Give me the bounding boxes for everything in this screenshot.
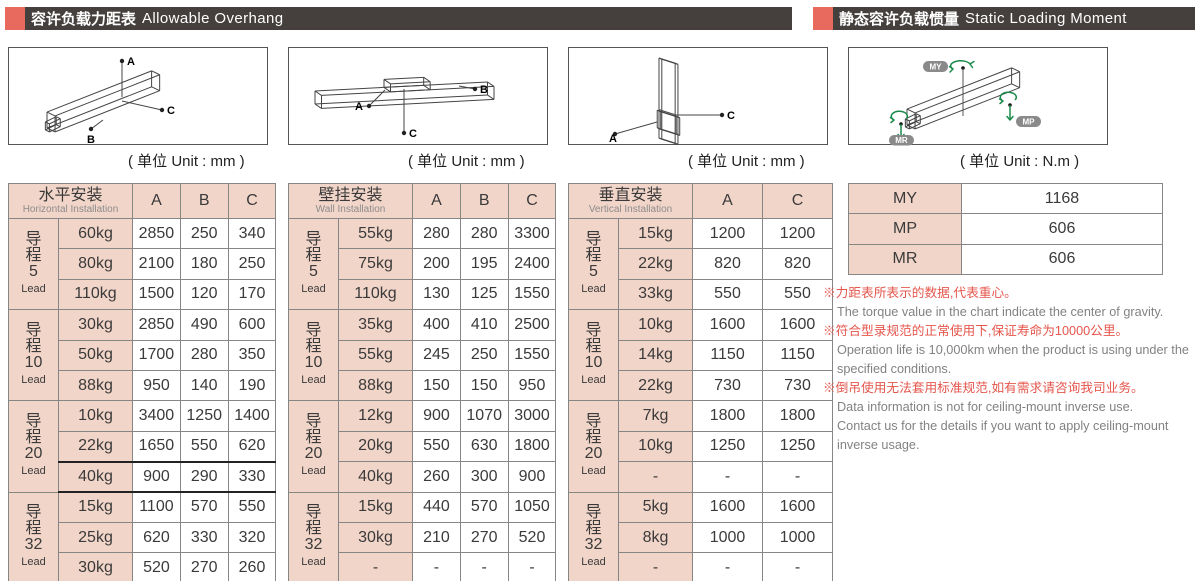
svg-text:MP: MP [1023, 118, 1036, 127]
svg-text:A: A [609, 133, 617, 145]
svg-text:B: B [480, 84, 488, 96]
svg-text:A: A [127, 56, 135, 68]
svg-text:C: C [409, 128, 417, 140]
svg-text:C: C [167, 105, 175, 117]
svg-text:MR: MR [895, 136, 908, 145]
svg-text:A: A [355, 101, 363, 113]
svg-text:B: B [87, 134, 95, 146]
svg-text:C: C [727, 110, 735, 122]
svg-text:MY: MY [930, 63, 943, 72]
